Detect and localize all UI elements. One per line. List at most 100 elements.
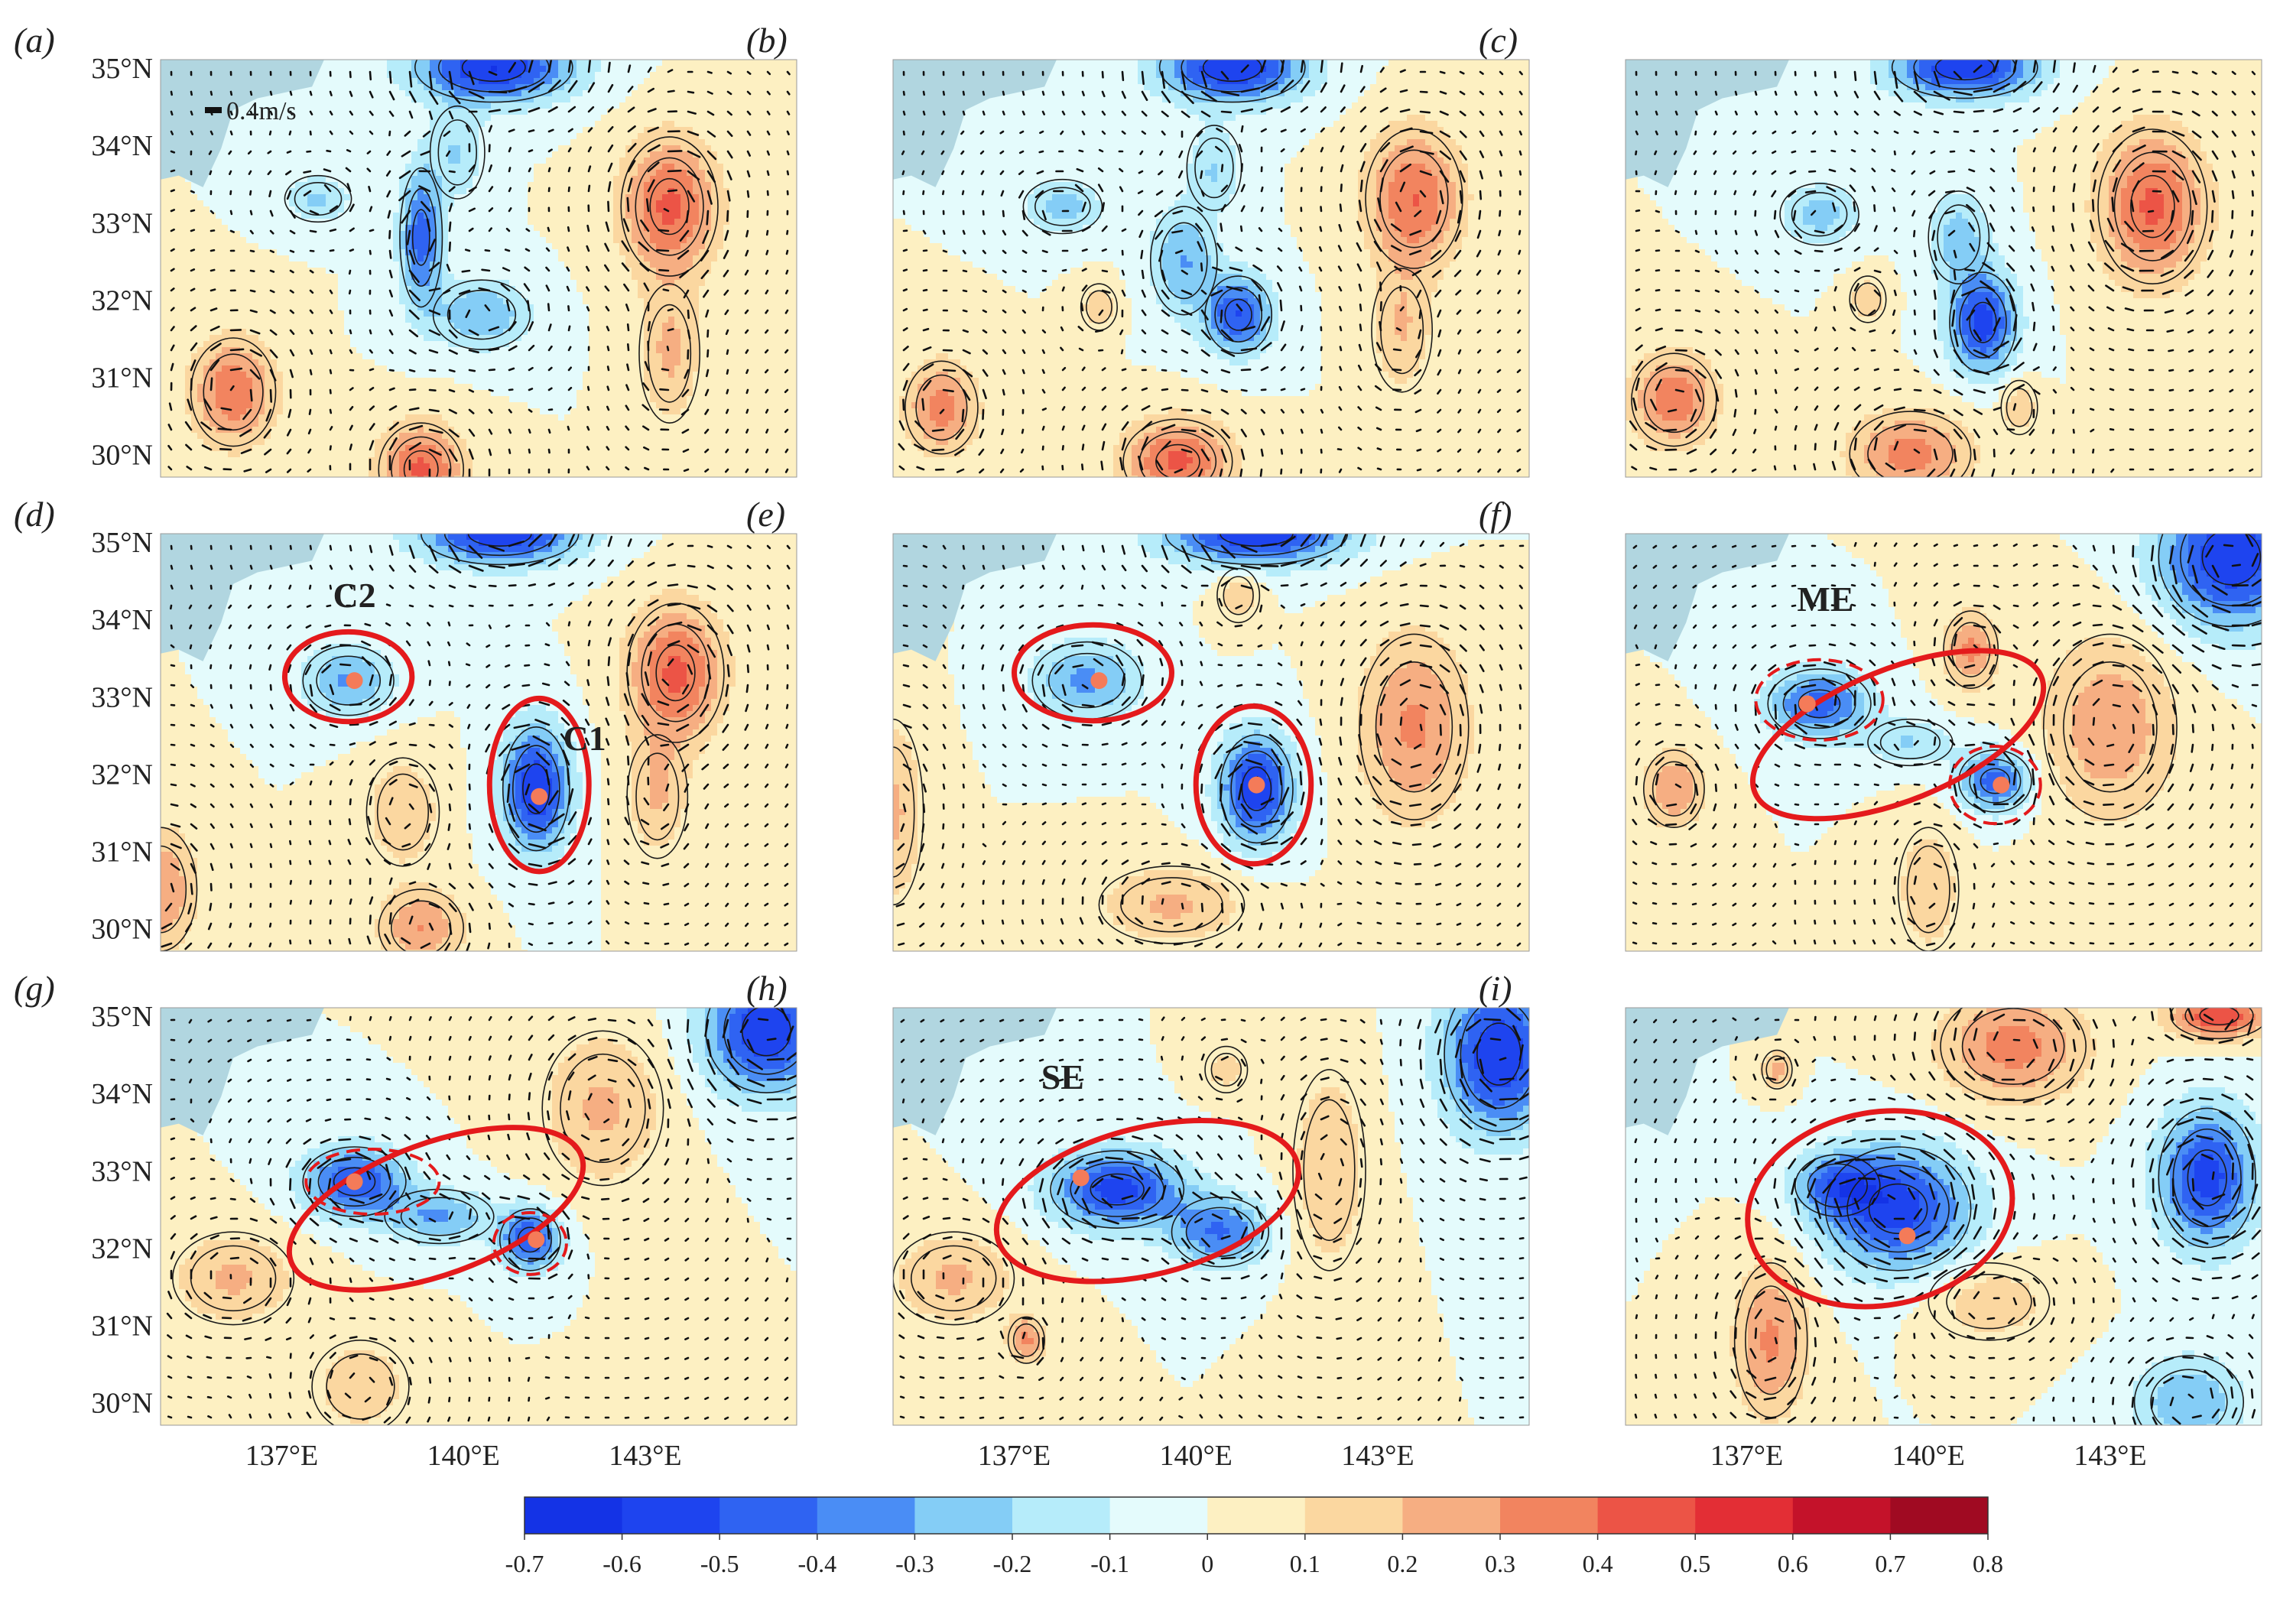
- colorbar-tick-label: -0.2: [993, 1550, 1032, 1577]
- contour-line: [1891, 60, 2038, 99]
- contour-line: [2187, 1149, 2227, 1207]
- land-mask: [893, 1008, 1057, 1135]
- contour-line: [1214, 287, 1262, 343]
- contour-line: [2199, 1008, 2239, 1026]
- colorbar-frame: [524, 1496, 1989, 1535]
- contour-line: [378, 888, 464, 951]
- colorbar-tick-label: 0.8: [1973, 1550, 2003, 1577]
- colorbar-segment: [1792, 1497, 1891, 1534]
- eddy-center: [1993, 776, 2010, 794]
- land-mask: [1626, 1008, 1789, 1135]
- colorbar-segment: [914, 1497, 1013, 1534]
- y-tick-label: 32°N: [91, 284, 153, 317]
- panel-i: (i) 137°E 140°E 143°E: [1479, 969, 2262, 1472]
- contour-line: [893, 1231, 1015, 1326]
- sla-field: [893, 534, 1529, 951]
- panel-frame: [892, 1007, 1530, 1426]
- eddy-boundary: [1745, 1108, 2015, 1310]
- eddy-label: C2: [333, 576, 375, 615]
- eddy-center: [1248, 776, 1265, 794]
- eddy-center: [346, 672, 363, 690]
- contour-line: [1224, 298, 1252, 331]
- contour-line: [620, 136, 719, 277]
- y-tick-label: 34°N: [91, 130, 153, 162]
- colorbar-segment: [1597, 1497, 1696, 1534]
- colorbar-tick-label: -0.4: [797, 1550, 836, 1577]
- y-tick-label: 33°N: [91, 681, 153, 713]
- x-tick-label: 143°E: [1341, 1440, 1414, 1472]
- eddy-center: [1072, 1169, 1090, 1187]
- contour-line: [1854, 282, 1882, 317]
- contour-line: [1160, 222, 1208, 300]
- sla-field: [161, 1008, 797, 1425]
- y-tick-label: 32°N: [91, 758, 153, 791]
- contour-line: [1216, 567, 1261, 624]
- panel-h: (h) 137°E 140°E 143°E SE: [746, 969, 1530, 1472]
- contour-line: [2006, 388, 2033, 427]
- contour-line: [378, 422, 464, 477]
- colorbar-tick-label: 0.7: [1875, 1550, 1905, 1577]
- eddy-boundary: [281, 628, 415, 725]
- colorbar-tick-label: -0.7: [505, 1550, 544, 1577]
- velocity-vectors: [1632, 534, 2262, 950]
- contour-line: [1007, 1316, 1045, 1364]
- contour-line: [1158, 60, 1306, 103]
- panel-frame: [160, 59, 797, 478]
- colorbar-segment: [1402, 1497, 1501, 1534]
- panel-label: (b): [746, 21, 788, 60]
- contour-line: [1050, 1150, 1185, 1229]
- contour-line: [1652, 761, 1696, 817]
- panel-label: (h): [746, 969, 788, 1008]
- panel-label: (e): [746, 495, 785, 534]
- contour-line: [1220, 734, 1294, 844]
- contour-line: [326, 1353, 395, 1420]
- panels: (a) 30°N 31°N 32°N 33°N 34°N 35°N 0.4m/s (b) (c) (…: [14, 21, 2262, 1472]
- land-mask: [893, 60, 1057, 187]
- panel-label: (d): [14, 495, 55, 534]
- eddy-label: C1: [564, 719, 606, 758]
- eddy-label: ME: [1797, 580, 1853, 619]
- y-tick-label: 31°N: [91, 836, 153, 869]
- contour-line: [1359, 633, 1470, 820]
- y-tick-label: 34°N: [91, 1078, 153, 1110]
- contour-line: [1798, 689, 1841, 719]
- contour-line: [1969, 301, 1997, 343]
- contour-line: [1969, 758, 2022, 804]
- y-tick-label: 31°N: [91, 362, 153, 395]
- contour-line: [1230, 750, 1283, 828]
- contour-line: [376, 773, 430, 851]
- contour-line: [302, 1146, 407, 1217]
- contour-line: [1868, 1183, 1928, 1235]
- y-tick-label: 33°N: [91, 1155, 153, 1187]
- land-mask: [161, 534, 324, 661]
- contour-line: [1928, 1262, 2051, 1341]
- eddy-sub-boundary: [304, 1148, 441, 1216]
- contour-line: [1090, 1173, 1145, 1206]
- contour-line: [432, 279, 531, 350]
- x-tick-label: 140°E: [1892, 1440, 1964, 1472]
- contour-line: [915, 374, 968, 441]
- eddy-center: [346, 1173, 363, 1190]
- contour-line: [499, 1208, 561, 1272]
- contour-line: [414, 60, 573, 103]
- y-tick-label: 32°N: [91, 1233, 153, 1265]
- contour-line: [333, 1167, 376, 1197]
- land-mask: [893, 534, 1057, 661]
- velocity-vectors: [167, 60, 791, 477]
- contour-line: [391, 436, 452, 477]
- eddy-sub-boundary: [1754, 658, 1885, 742]
- contour-line: [2113, 151, 2192, 261]
- contour-line: [649, 177, 690, 235]
- panel-label: (g): [14, 969, 55, 1008]
- panel-c: (c): [1479, 21, 2262, 478]
- contour-line: [1122, 418, 1233, 477]
- colorbar-tick-label: 0.6: [1778, 1550, 1808, 1577]
- contour-line: [893, 746, 915, 878]
- contour-line: [635, 752, 680, 841]
- x-tick-label: 143°E: [609, 1440, 681, 1472]
- eddy-boundary: [1011, 622, 1174, 724]
- contour-line: [1444, 1008, 1529, 1132]
- contour-line: [1202, 60, 1262, 83]
- contour-line: [317, 1156, 391, 1207]
- y-tick-label: 31°N: [91, 1311, 153, 1343]
